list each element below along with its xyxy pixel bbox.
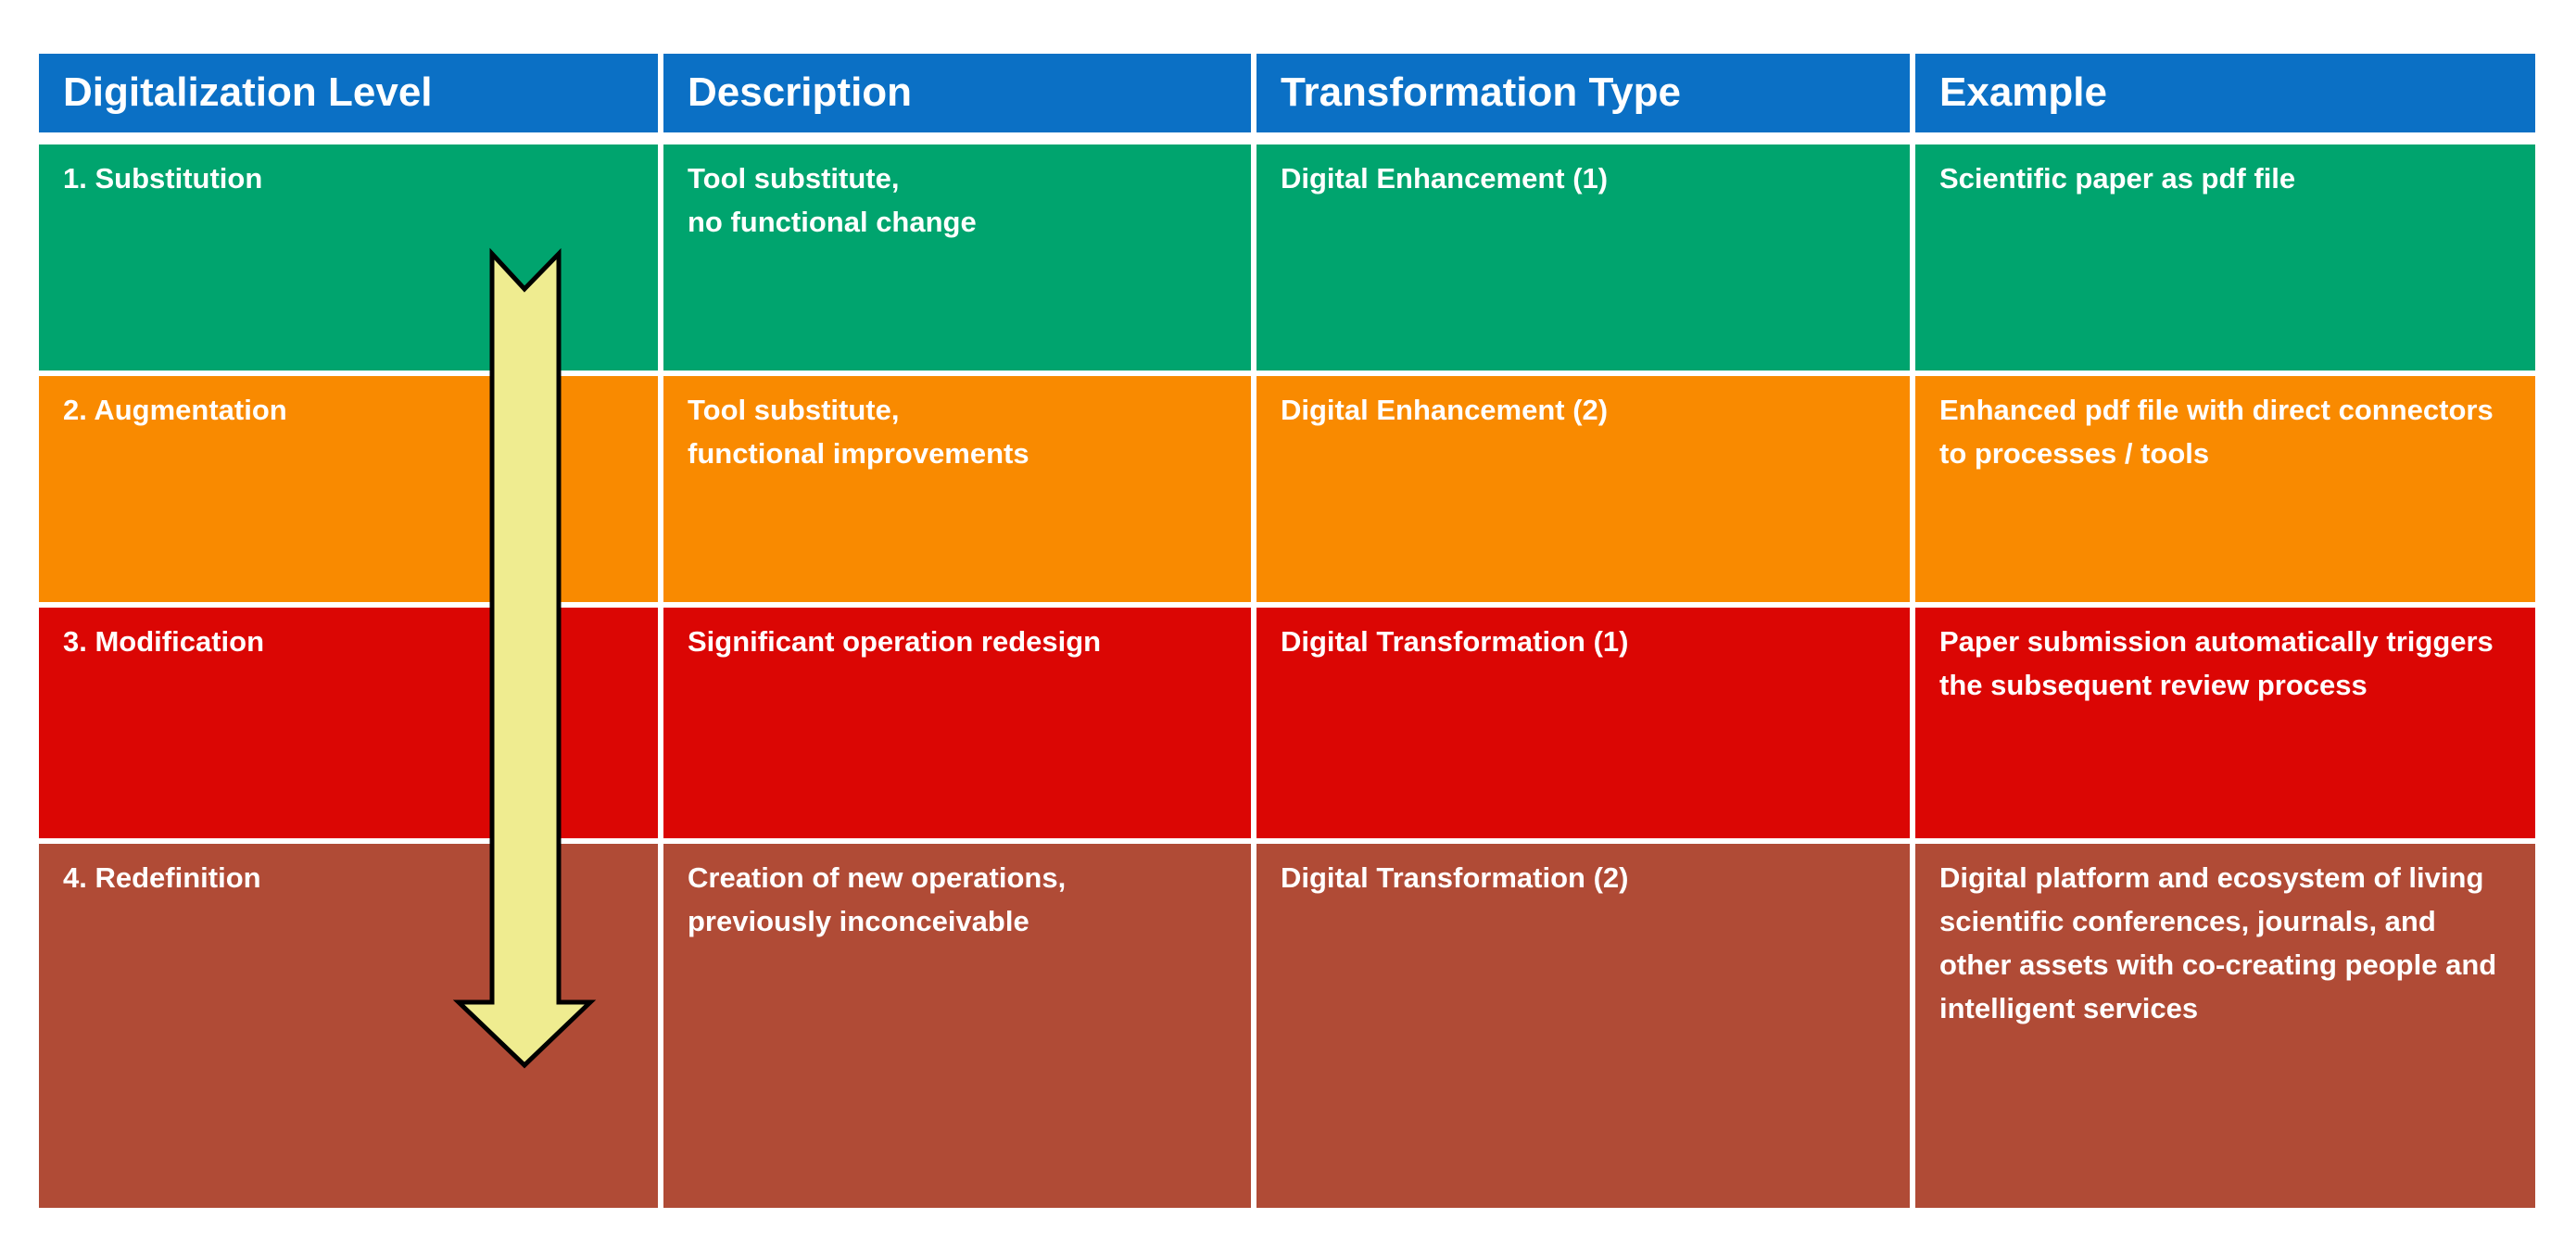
cell-row4-transformation-type: Digital Transformation (2) (1256, 844, 1910, 1208)
cell-row3-description: Significant operation redesign (663, 608, 1251, 838)
cell-row3-transformation-type: Digital Transformation (1) (1256, 608, 1910, 838)
table-body: 1. Substitution Tool substitute, no func… (39, 144, 2535, 1208)
digitalization-levels-table: Digitalization Level Description Transfo… (39, 54, 2535, 1208)
cell-row4-example: Digital platform and ecosystem of living… (1915, 844, 2535, 1208)
cell-row1-example: Scientific paper as pdf file (1915, 144, 2535, 371)
header-description: Description (663, 54, 1251, 132)
cell-row2-transformation-type: Digital Enhancement (2) (1256, 376, 1910, 602)
header-digitalization-level: Digitalization Level (39, 54, 658, 132)
cell-row2-level: 2. Augmentation (39, 376, 658, 602)
cell-row2-description: Tool substitute, functional improvements (663, 376, 1251, 602)
cell-row2-example: Enhanced pdf file with direct connectors… (1915, 376, 2535, 602)
cell-row4-level: 4. Redefinition (39, 844, 658, 1208)
cell-row3-level: 3. Modification (39, 608, 658, 838)
table-header-row: Digitalization Level Description Transfo… (39, 54, 2535, 132)
header-transformation-type: Transformation Type (1256, 54, 1910, 132)
cell-row1-description: Tool substitute, no functional change (663, 144, 1251, 371)
header-example: Example (1915, 54, 2535, 132)
cell-row1-level: 1. Substitution (39, 144, 658, 371)
cell-row1-transformation-type: Digital Enhancement (1) (1256, 144, 1910, 371)
cell-row4-description: Creation of new operations, previously i… (663, 844, 1251, 1208)
cell-row3-example: Paper submission automatically triggers … (1915, 608, 2535, 838)
